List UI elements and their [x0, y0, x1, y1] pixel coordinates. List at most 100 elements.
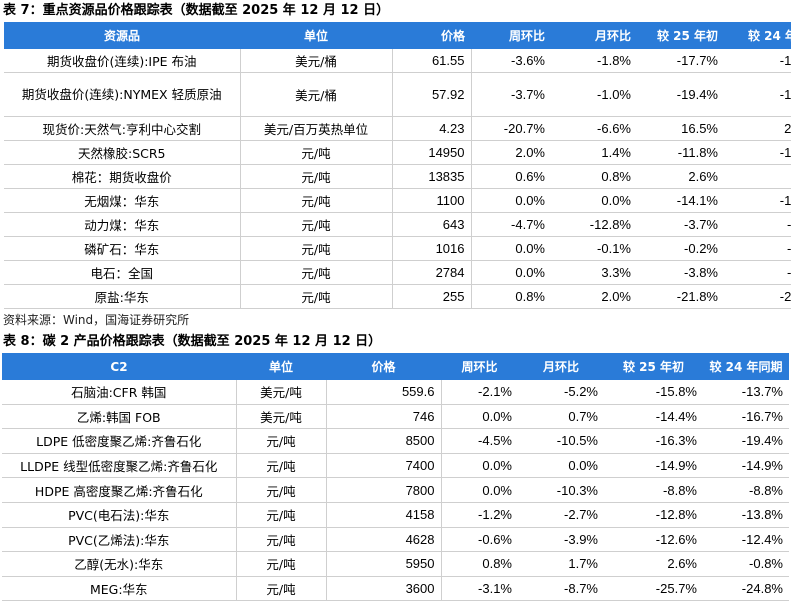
col-header-unit: 单位: [240, 22, 392, 49]
cell-price: 1100: [392, 188, 472, 213]
cell-mom: -10.3%: [518, 477, 604, 503]
cell-price: 14950: [392, 140, 472, 165]
cell-unit: 元/吨: [239, 284, 393, 309]
cell-yoy: -7.9%: [724, 260, 791, 285]
cell-mom: -0.1%: [551, 236, 637, 261]
table-row: LLDPE 线型低密度聚乙烯:齐鲁石化 元/吨 7400 0.0% 0.0% -14.9%…: [2, 453, 789, 479]
cell-mom: -10.5%: [518, 428, 604, 454]
col-header-ytd: 较 25 年初: [637, 22, 724, 49]
cell-price: 7400: [326, 453, 442, 479]
cell-wow: 0.0%: [441, 453, 518, 479]
cell-yoy: -24.8%: [703, 576, 789, 602]
cell-yoy: -16.7%: [703, 404, 789, 430]
table-row: 乙烯:韩国 FOB 美元/吨 746 0.0% 0.7% -14.4% -16.7%: [2, 404, 789, 430]
table-row: HDPE 高密度聚乙烯:齐鲁石化 元/吨 7800 0.0% -10.3% -8.8% -8…: [2, 477, 789, 503]
cell-price: 8500: [326, 428, 442, 454]
cell-ytd: -14.9%: [604, 453, 703, 479]
cell-name: 天然橡胶:SCR5: [4, 140, 240, 165]
cell-ytd: -8.8%: [604, 477, 703, 503]
cell-name: 无烟煤：华东: [4, 188, 240, 213]
table-header-row: C2 单位 价格 周环比 月环比 较 25 年初 较 24 年同期: [2, 353, 789, 380]
cell-ytd: 2.6%: [604, 551, 703, 577]
cell-unit: 美元/桶: [239, 49, 393, 73]
cell-unit: 美元/吨: [235, 404, 327, 430]
cell-yoy: -14.1%: [724, 188, 791, 213]
cell-yoy: -22.5%: [724, 284, 791, 309]
cell-ytd: -11.8%: [637, 140, 724, 165]
col-header-mom: 月环比: [518, 353, 604, 380]
source-note: 资料来源：Wind，国海证券研究所: [3, 313, 190, 327]
cell-name: 原盐:华东: [4, 284, 240, 309]
cell-wow: -4.7%: [471, 212, 551, 237]
cell-mom: -1.0%: [551, 72, 637, 117]
cell-name: PVC(乙烯法):华东: [2, 527, 236, 553]
cell-ytd: -25.7%: [604, 576, 703, 602]
cell-unit: 元/吨: [235, 527, 327, 553]
cell-name: 石脑油:CFR 韩国: [2, 380, 236, 405]
cell-ytd: -14.1%: [637, 188, 724, 213]
table-row: PVC(电石法):华东 元/吨 4158 -1.2% -2.7% -12.8% -13.8%: [2, 502, 789, 528]
cell-price: 746: [326, 404, 442, 430]
cell-price: 4628: [326, 527, 442, 553]
col-header-resource: 资源品: [4, 22, 240, 49]
cell-wow: -20.7%: [471, 116, 551, 141]
cell-mom: -2.7%: [518, 502, 604, 528]
cell-yoy: -0.8%: [703, 551, 789, 577]
table-row: 现货价:天然气:亨利中心交割 美元/百万英热单位 4.23 -20.7% -6.6% 16…: [4, 116, 791, 141]
col-header-wow: 周环比: [441, 353, 518, 380]
cell-wow: -3.7%: [471, 72, 551, 117]
cell-name: 棉花：期货收盘价: [4, 164, 240, 189]
resource-price-table: 资源品 单位 价格 周环比 月环比 较 25 年初 较 24 年同期 期货收盘价…: [4, 22, 791, 309]
cell-ytd: -12.6%: [604, 527, 703, 553]
cell-unit: 元/吨: [239, 236, 393, 261]
cell-price: 255: [392, 284, 472, 309]
table1-caption: 表 7：重点资源品价格跟踪表（数据截至 2025 年 12 月 12 日）: [3, 3, 390, 18]
cell-ytd: -19.4%: [637, 72, 724, 117]
cell-yoy: 0.8%: [724, 164, 791, 189]
table2-caption: 表 8：碳 2 产品价格跟踪表（数据截至 2025 年 12 月 12 日）: [3, 334, 382, 349]
table-row: 乙醇(无水):华东 元/吨 5950 0.8% 1.7% 2.6% -0.8%: [2, 551, 789, 577]
col-header-ytd: 较 25 年初: [604, 353, 703, 380]
cell-name: 磷矿石：华东: [4, 236, 240, 261]
cell-ytd: -16.3%: [604, 428, 703, 454]
table-row: LDPE 低密度聚乙烯:齐鲁石化 元/吨 8500 -4.5% -10.5% -16.3%…: [2, 428, 789, 454]
cell-wow: 0.0%: [471, 236, 551, 261]
cell-unit: 元/吨: [239, 140, 393, 165]
cell-mom: 2.0%: [551, 284, 637, 309]
col-header-wow: 周环比: [471, 22, 551, 49]
cell-name: 乙烯:韩国 FOB: [2, 404, 236, 430]
cell-price: 4.23: [392, 116, 472, 141]
cell-yoy: -8.8%: [703, 477, 789, 503]
cell-yoy: -14.9%: [703, 453, 789, 479]
cell-wow: -2.1%: [441, 380, 518, 405]
cell-mom: 0.7%: [518, 404, 604, 430]
cell-unit: 美元/百万英热单位: [239, 116, 393, 141]
cell-mom: -1.8%: [551, 49, 637, 73]
cell-unit: 美元/桶: [239, 72, 393, 117]
cell-wow: 0.8%: [441, 551, 518, 577]
table-row: 石脑油:CFR 韩国 美元/吨 559.6 -2.1% -5.2% -15.8% -13.7…: [2, 380, 789, 405]
c2-price-table: C2 单位 价格 周环比 月环比 较 25 年初 较 24 年同期 石脑油:CF…: [2, 353, 789, 602]
cell-ytd: 16.5%: [637, 116, 724, 141]
cell-wow: 0.8%: [471, 284, 551, 309]
cell-unit: 元/吨: [239, 260, 393, 285]
cell-wow: -1.2%: [441, 502, 518, 528]
cell-price: 559.6: [326, 380, 442, 405]
cell-yoy: -15.1%: [724, 140, 791, 165]
cell-unit: 元/吨: [235, 576, 327, 602]
cell-mom: 0.0%: [518, 453, 604, 479]
cell-wow: 0.0%: [441, 404, 518, 430]
table-header-row: 资源品 单位 价格 周环比 月环比 较 25 年初 较 24 年同期: [4, 22, 791, 49]
table-row: PVC(乙烯法):华东 元/吨 4628 -0.6% -3.9% -12.6% -12.4%: [2, 527, 789, 553]
cell-ytd: -3.8%: [637, 260, 724, 285]
cell-name: LDPE 低密度聚乙烯:齐鲁石化: [2, 428, 236, 454]
cell-name: 期货收盘价(连续):IPE 布油: [4, 49, 240, 73]
cell-mom: 3.3%: [551, 260, 637, 285]
cell-ytd: -0.2%: [637, 236, 724, 261]
table-row: 期货收盘价(连续):NYMEX 轻质原油 美元/桶 57.92 -3.7% -1.0% -…: [4, 72, 791, 117]
cell-unit: 元/吨: [235, 453, 327, 479]
